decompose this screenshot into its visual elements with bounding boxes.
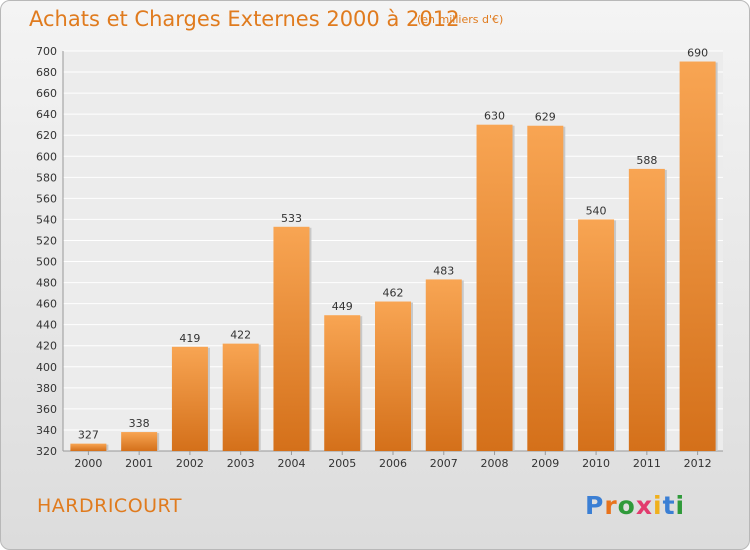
y-tick-label: 320 (36, 445, 57, 458)
bar (171, 346, 208, 451)
y-tick-label: 420 (36, 340, 57, 353)
bar (121, 432, 158, 451)
bar (222, 343, 259, 451)
x-tick-label: 2000 (74, 457, 102, 470)
y-tick-label: 620 (36, 129, 57, 142)
y-tick-label: 600 (36, 150, 57, 163)
bar (578, 219, 615, 451)
bar-value-label: 629 (535, 111, 556, 124)
bar-value-label: 690 (687, 47, 708, 60)
x-tick-label: 2002 (176, 457, 204, 470)
logo-letter: i (675, 491, 686, 520)
x-tick-label: 2007 (430, 457, 458, 470)
logo-letter: t (662, 491, 676, 520)
y-tick-label: 380 (36, 382, 57, 395)
bar (273, 226, 310, 451)
y-tick-label: 560 (36, 192, 57, 205)
bar (70, 443, 107, 451)
x-tick-label: 2008 (481, 457, 509, 470)
y-tick-label: 500 (36, 256, 57, 269)
x-tick-label: 2005 (328, 457, 356, 470)
x-tick-label: 2003 (227, 457, 255, 470)
bar-value-label: 449 (332, 300, 353, 313)
bar-value-label: 630 (484, 110, 505, 123)
y-tick-label: 660 (36, 87, 57, 100)
bar-value-label: 483 (433, 264, 454, 277)
logo-letter: P (585, 491, 605, 520)
bar (527, 125, 564, 451)
bar-value-label: 338 (129, 417, 150, 430)
logo-letter: o (617, 491, 636, 520)
y-tick-label: 460 (36, 298, 57, 311)
x-tick-label: 2011 (633, 457, 661, 470)
bar (679, 61, 716, 452)
bar (425, 279, 462, 451)
y-tick-label: 700 (36, 45, 57, 58)
bar (324, 315, 361, 451)
bar-value-label: 422 (230, 329, 251, 342)
logo-letter: r (604, 491, 618, 520)
y-tick-label: 440 (36, 319, 57, 332)
bar-value-label: 533 (281, 212, 302, 225)
bar (375, 301, 411, 451)
x-tick-label: 2004 (277, 457, 305, 470)
y-tick-label: 540 (36, 213, 57, 226)
x-tick-label: 2001 (125, 457, 153, 470)
chart-unit: (en milliers d'€) (417, 13, 504, 26)
y-tick-label: 400 (36, 361, 57, 374)
y-tick-label: 640 (36, 108, 57, 121)
bar-value-label: 588 (636, 154, 657, 167)
bar (476, 124, 513, 452)
y-tick-label: 680 (36, 66, 57, 79)
y-tick-label: 480 (36, 277, 57, 290)
proxiti-logo: Proxiti (585, 491, 685, 520)
x-tick-label: 2010 (582, 457, 610, 470)
x-tick-label: 2012 (684, 457, 712, 470)
logo-letter: i (653, 491, 663, 520)
y-tick-label: 580 (36, 171, 57, 184)
bar (628, 168, 665, 452)
bar-value-label: 540 (586, 204, 607, 217)
y-tick-label: 360 (36, 403, 57, 416)
x-tick-label: 2009 (531, 457, 559, 470)
bar-value-label: 419 (179, 332, 200, 345)
y-tick-label: 340 (36, 424, 57, 437)
x-tick-label: 2006 (379, 457, 407, 470)
city-name: HARDRICOURT (37, 495, 182, 517)
y-tick-label: 520 (36, 234, 57, 247)
chart-title: Achats et Charges Externes 2000 à 2012 (29, 7, 460, 31)
bar-value-label: 327 (78, 429, 99, 442)
logo-letter: x (635, 491, 653, 520)
bar-value-label: 462 (383, 287, 404, 300)
